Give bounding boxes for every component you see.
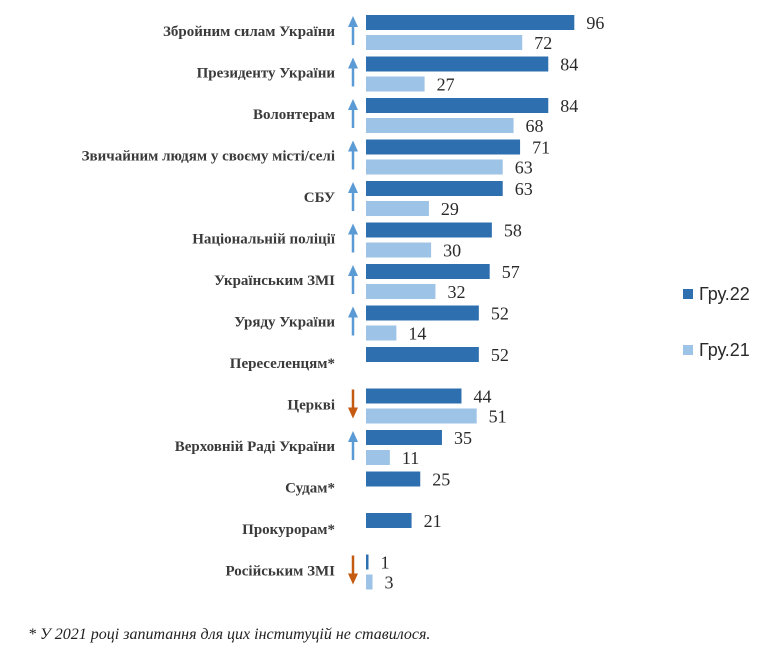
arrow-down-icon — [348, 555, 358, 585]
arrow-up-icon — [348, 182, 358, 211]
arrow-up-icon — [348, 57, 358, 87]
bar-gru21 — [366, 408, 477, 424]
footnote: * У 2021 році запитання для цих інституц… — [28, 626, 431, 643]
data-label: 29 — [441, 199, 459, 219]
category-label: Судам* — [285, 481, 335, 497]
chart-row: Верховній Раді України 35 11 — [175, 428, 472, 468]
chart-row: Судам* 25 — [285, 470, 450, 497]
data-label: 27 — [437, 75, 455, 95]
arrow-down-icon — [348, 389, 358, 419]
chart-row: Уряду України 52 14 — [234, 304, 509, 344]
bar-gru22 — [366, 264, 490, 279]
data-label: 35 — [454, 428, 472, 448]
bar-gru22 — [366, 513, 412, 528]
arrow-up-icon — [348, 431, 358, 460]
legend-label: Гру.21 — [699, 340, 750, 360]
legend-label: Гру.22 — [699, 284, 750, 304]
data-label: 63 — [515, 179, 533, 199]
arrow-up-icon — [348, 265, 358, 294]
bar-gru21 — [366, 450, 390, 465]
chart-row: Національній поліції 58 30 — [192, 221, 522, 261]
category-label: СБУ — [304, 190, 335, 206]
chart-row: Збройним силам України 96 72 — [163, 13, 604, 53]
legend-swatch — [683, 289, 693, 299]
data-label: 57 — [502, 262, 520, 282]
category-label: Уряду України — [234, 315, 335, 331]
legend-item: Гру.21 — [683, 340, 750, 360]
data-label: 52 — [491, 345, 509, 365]
data-label: 96 — [586, 13, 604, 33]
bar-gru22 — [366, 430, 442, 445]
arrow-up-icon — [348, 223, 358, 253]
bar-gru22 — [366, 15, 575, 30]
bar-gru21 — [366, 284, 436, 299]
data-label: 44 — [473, 387, 491, 407]
bar-gru21 — [366, 242, 432, 258]
category-label: Верховній Раді України — [175, 439, 336, 455]
bar-gru22 — [366, 388, 462, 404]
chart-row: Переселенцям* 52 — [230, 345, 509, 372]
arrow-up-icon — [348, 16, 358, 45]
data-label: 52 — [491, 304, 509, 324]
arrow-up-icon — [348, 99, 358, 128]
category-label: Церкві — [287, 398, 335, 414]
data-label: 30 — [443, 241, 461, 261]
data-label: 32 — [447, 282, 465, 302]
bar-gru21 — [366, 159, 503, 175]
legend-item: Гру.22 — [683, 284, 750, 304]
category-label: Президенту України — [197, 66, 336, 82]
bar-gru21 — [366, 76, 425, 92]
chart-legend: Гру.22 Гру.21 — [683, 284, 750, 360]
bar-gru21 — [366, 574, 373, 590]
data-label: 14 — [408, 324, 426, 344]
data-label: 72 — [534, 33, 552, 53]
bar-gru22 — [366, 56, 549, 72]
data-label: 84 — [560, 55, 578, 75]
category-label: Волонтерам — [253, 107, 335, 123]
category-label: Російським ЗМІ — [225, 564, 335, 580]
chart-row: Волонтерам 84 68 — [253, 96, 578, 136]
data-label: 71 — [532, 138, 550, 158]
chart-row: Українським ЗМІ 57 32 — [214, 262, 520, 302]
category-label: Звичайним людям у своєму місті/селі — [82, 149, 335, 165]
category-label: Національній поліції — [192, 232, 336, 248]
bar-gru21 — [366, 118, 514, 133]
chart-row: Президенту України 84 27 — [197, 55, 579, 95]
category-label: Збройним силам України — [163, 24, 335, 40]
bar-gru22 — [366, 98, 549, 113]
data-label: 3 — [385, 573, 394, 593]
bar-gru21 — [366, 35, 523, 50]
bar-gru22 — [366, 554, 369, 570]
arrow-up-icon — [348, 306, 358, 336]
data-label: 68 — [526, 116, 544, 136]
data-label: 1 — [381, 553, 390, 573]
bar-gru22 — [366, 305, 479, 321]
category-label: Переселенцям* — [230, 356, 335, 372]
chart-row: Російським ЗМІ 13 — [225, 553, 393, 593]
data-label: 21 — [424, 511, 442, 531]
data-label: 11 — [402, 448, 419, 468]
data-label: 58 — [504, 221, 522, 241]
data-label: 51 — [489, 407, 507, 427]
chart-row: СБУ 63 29 — [304, 179, 533, 219]
category-label: Українським ЗМІ — [214, 273, 335, 289]
data-label: 84 — [560, 96, 578, 116]
bar-gru22 — [366, 222, 492, 238]
bar-gru22 — [366, 347, 479, 362]
arrow-up-icon — [348, 140, 358, 170]
bar-gru21 — [366, 325, 397, 341]
bar-gru22 — [366, 471, 421, 487]
bar-gru22 — [366, 181, 503, 196]
legend-swatch — [683, 345, 693, 355]
bar-gru21 — [366, 201, 429, 216]
data-label: 25 — [432, 470, 450, 490]
bar-gru22 — [366, 139, 521, 155]
chart-row: Прокурорам* 21 — [242, 511, 441, 538]
category-label: Прокурорам* — [242, 522, 335, 538]
data-label: 63 — [515, 158, 533, 178]
